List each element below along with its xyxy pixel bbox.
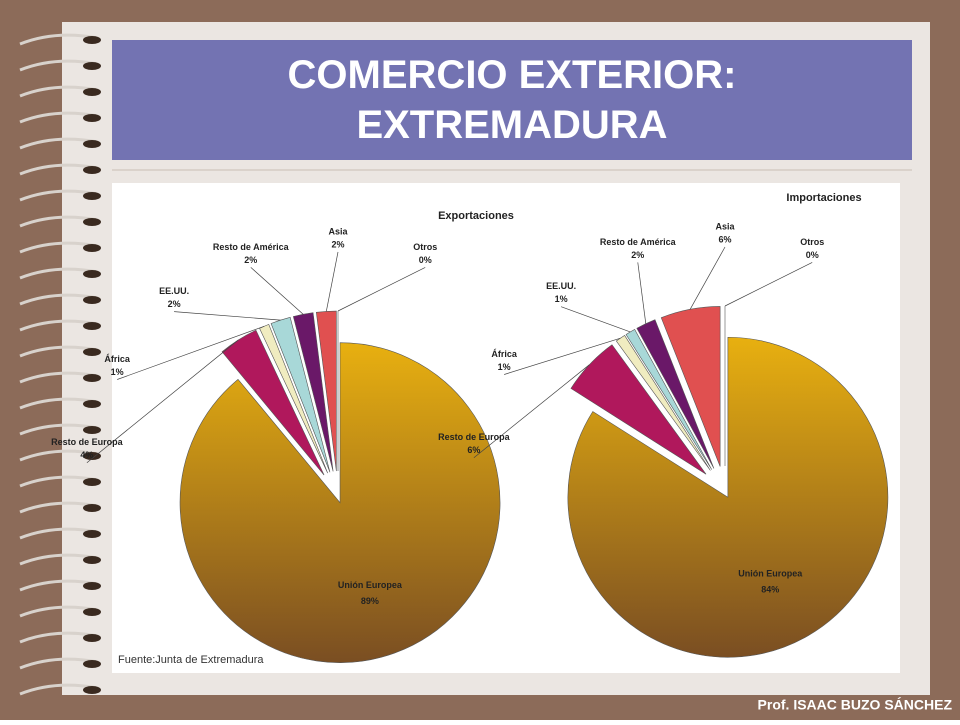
pie-slice [660,306,721,467]
slice-label: Resto de Europa [438,432,511,442]
ring-hole [83,608,101,616]
slice-label: Unión Europea [738,569,803,579]
slice-label: Otros [800,237,824,247]
slice-label: África [491,349,518,359]
value-label: 4% [80,450,93,460]
pie-slice [567,336,889,658]
ring-hole [83,114,101,122]
charts: Exportaciones Unión Europea 89% Resto de Eu… [51,192,889,663]
ring-hole [83,400,101,408]
slice-label: EE.UU. [546,281,576,291]
value-label: 2% [631,250,644,260]
slice-label: Resto de Europa [51,437,124,447]
ring-hole [83,140,101,148]
ring-hole [83,426,101,434]
ring-hole [83,192,101,200]
slice-label: Resto de América [213,242,290,252]
ring-hole [83,270,101,278]
value-label: 1% [555,294,568,304]
spiral-binding [19,33,101,696]
value-label: 2% [331,239,344,249]
slice-label: África [104,354,131,364]
slice-label: EE.UU. [159,286,189,296]
ring-hole [83,88,101,96]
value-label: 0% [419,255,432,265]
chart-title: Exportaciones [438,210,514,222]
footer: Prof. ISAAC BUZO SÁNCHEZ [758,697,953,713]
value-label: 89% [361,596,379,606]
leader-line [174,311,281,321]
value-label: 6% [718,234,731,244]
leader-line [250,267,304,315]
leader-line [724,262,813,307]
ring-hole [83,686,101,694]
ring-hole [83,556,101,564]
ring-hole [83,322,101,330]
pie-slice [625,329,713,470]
value-label: 84% [761,585,779,595]
leader-line [560,306,631,333]
leader-line [473,364,590,458]
ring-hole [83,530,101,538]
value-label: 2% [168,299,181,309]
value-label: 6% [467,445,480,455]
value-label: 0% [806,250,819,260]
leader-line [337,267,426,312]
title-box [112,40,912,160]
slice-label: Resto de América [600,237,677,247]
ring-hole [83,36,101,44]
pie-slice [270,316,331,473]
title-holder: COMERCIO EXTERIOR: EXTREMADURA [287,53,737,147]
ring-hole [83,296,101,304]
ring-hole [83,62,101,70]
pie-slice [615,334,711,471]
pie-slice [179,342,501,663]
slice-label: Asia [715,221,735,231]
pie-slice [221,329,325,476]
slice-label: Unión Europea [338,580,403,590]
slice-label: Otros [413,242,437,252]
value-label: 1% [498,362,511,372]
chart-title: Importaciones [786,192,861,204]
ring-hole [83,582,101,590]
leader-line [86,339,239,463]
slice-label: Asia [328,226,348,236]
ring-hole [83,452,101,460]
value-label: 1% [111,367,124,377]
value-label: 2% [244,255,257,265]
pie-slice [292,312,334,472]
ring-hole [83,348,101,356]
ring-hole [83,634,101,642]
leader-line [504,337,621,375]
ring-hole [83,218,101,226]
slide-title: COMERCIO EXTERIOR: EXTREMADURA [287,53,737,147]
leader-line [325,251,339,312]
ring-hole [83,166,101,174]
ring-hole [83,478,101,486]
ring-hole [83,660,101,668]
ring-hole [83,244,101,252]
source: Fuente:Junta de Extremadura [118,654,264,666]
leader-line [117,325,265,380]
leader-line [689,246,726,310]
ring-hole [83,374,101,382]
leader-line [637,262,647,324]
ring-hole [83,504,101,512]
